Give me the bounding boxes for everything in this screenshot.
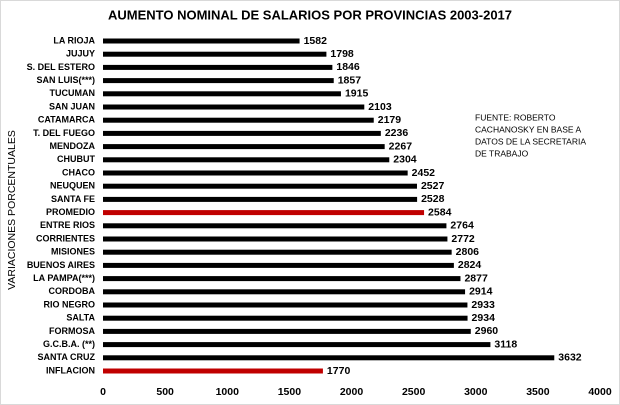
value-label: 2764 <box>450 220 474 232</box>
y-tick-label: MENDOZA <box>50 141 96 151</box>
bar <box>103 355 555 361</box>
bar <box>103 144 385 150</box>
bar <box>103 342 491 348</box>
x-tick-label: 4000 <box>588 386 612 398</box>
annotation: DE TRABAJO <box>475 148 529 158</box>
value-label: 2772 <box>451 233 475 245</box>
y-tick-label: LA RIOJA <box>53 35 95 45</box>
bar <box>103 157 390 163</box>
bar <box>103 38 300 44</box>
bar <box>103 183 417 189</box>
x-tick-label: 1500 <box>278 386 302 398</box>
value-label: 2806 <box>456 246 480 258</box>
value-label: 2934 <box>472 312 496 324</box>
value-label: 2584 <box>428 206 452 218</box>
value-label: 1846 <box>336 61 360 73</box>
bar <box>103 249 452 255</box>
y-tick-label: G.C.B.A. (**) <box>43 339 95 349</box>
value-label: 2267 <box>389 140 413 152</box>
bar <box>103 262 454 268</box>
y-tick-label: NEUQUEN <box>50 181 95 191</box>
y-axis-label: VARIACIONES PORCENTUALES <box>6 130 18 290</box>
value-label: 2960 <box>475 325 499 337</box>
y-tick-label: TUCUMAN <box>50 88 96 98</box>
value-label: 3118 <box>494 338 517 350</box>
chart-title: AUMENTO NOMINAL DE SALARIOS POR PROVINCI… <box>108 7 512 22</box>
bar <box>103 104 365 110</box>
value-label: 2103 <box>368 101 392 113</box>
annotation: CACHANOSKY EN BASE A <box>475 124 581 134</box>
y-tick-label: MISIONES <box>51 247 95 257</box>
x-tick-label: 500 <box>156 386 174 398</box>
y-tick-label: CORRIENTES <box>36 233 95 243</box>
bar <box>103 196 418 202</box>
value-label: 1770 <box>327 365 351 377</box>
bar <box>103 91 341 97</box>
bar <box>103 78 334 84</box>
bar <box>103 328 471 334</box>
y-tick-label: S. DEL ESTERO <box>27 62 95 72</box>
y-tick-label: BUENOS AIRES <box>27 260 95 270</box>
bar <box>103 64 333 70</box>
y-tick-label: PROMEDIO <box>46 207 95 217</box>
value-label: 1857 <box>338 74 362 86</box>
bar <box>103 223 447 229</box>
value-label: 2236 <box>385 127 409 139</box>
value-label: 2304 <box>393 154 417 166</box>
y-tick-label: SANTA CRUZ <box>38 352 96 362</box>
bar <box>103 236 448 242</box>
y-tick-label: CHUBUT <box>57 154 95 164</box>
bar <box>103 302 468 308</box>
y-tick-label: T. DEL FUEGO <box>33 128 95 138</box>
bar <box>103 170 408 176</box>
y-tick-label: LA PAMPA(***) <box>33 273 95 283</box>
y-tick-label: SAN JUAN <box>49 101 95 111</box>
value-label: 3632 <box>558 352 582 364</box>
value-label: 1915 <box>345 88 369 100</box>
y-tick-label: ENTRE RIOS <box>40 220 95 230</box>
bar <box>103 130 381 136</box>
y-tick-label: CHACO <box>62 167 95 177</box>
annotation: FUENTE: ROBERTO <box>475 112 556 122</box>
value-label: 2824 <box>458 259 482 271</box>
annotation: DATOS DE LA SECRETARIA <box>475 136 586 146</box>
y-tick-label: INFLACION <box>46 365 95 375</box>
x-tick-label: 3000 <box>464 386 488 398</box>
bar <box>103 117 374 123</box>
value-label: 2527 <box>421 180 445 192</box>
x-tick-label: 2000 <box>340 386 364 398</box>
value-label: 1798 <box>330 48 354 60</box>
y-tick-label: CORDOBA <box>49 286 96 296</box>
y-tick-label: RIO NEGRO <box>43 299 95 309</box>
y-tick-label: SALTA <box>66 313 95 323</box>
bar <box>103 51 327 57</box>
bar <box>103 210 425 216</box>
value-label: 2877 <box>464 272 488 284</box>
y-tick-label: JUJUY <box>66 49 95 59</box>
y-tick-label: CATAMARCA <box>38 115 96 125</box>
value-label: 1582 <box>304 35 328 47</box>
x-tick-label: 1000 <box>216 386 240 398</box>
x-tick-label: 3500 <box>526 386 550 398</box>
y-tick-label: SAN LUIS(***) <box>36 75 95 85</box>
x-tick-label: 0 <box>100 386 106 398</box>
value-label: 2914 <box>469 286 493 298</box>
value-label: 2179 <box>378 114 402 126</box>
y-tick-label: SANTA FE <box>51 194 95 204</box>
value-label: 2528 <box>421 193 445 205</box>
bar <box>103 368 323 374</box>
bar <box>103 276 461 282</box>
y-tick-label: FORMOSA <box>49 326 95 336</box>
bar <box>103 289 466 295</box>
value-label: 2933 <box>471 299 495 311</box>
bar <box>103 315 468 321</box>
value-label: 2452 <box>412 167 436 179</box>
x-tick-label: 2500 <box>402 386 426 398</box>
